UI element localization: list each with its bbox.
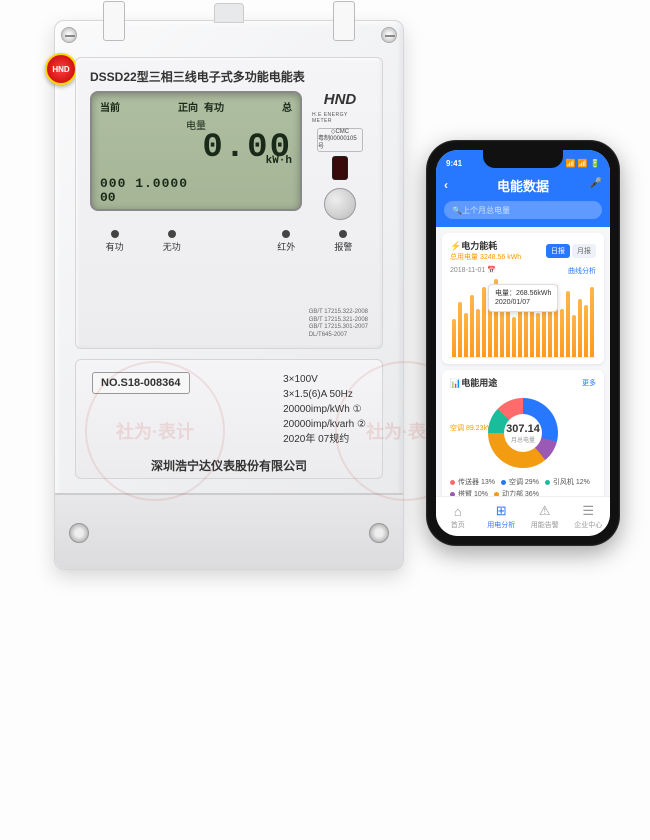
status-time: 9:41 [446, 159, 462, 168]
tooltip-value: 电量：268.56kWh [495, 289, 551, 298]
spec-plate: NO.S18-008364 3×100V3×1.5(6)A 50Hz20000i… [75, 359, 383, 479]
bar [476, 309, 480, 357]
led-indicator [204, 230, 253, 253]
screw-icon [381, 27, 397, 43]
lcd-register: 000 1.0000 [100, 176, 188, 191]
led-row: 有功无功 红外报警 [90, 230, 368, 253]
phone-mockup: 9:41 📶 📶 🔋 ‹ 电能数据 🎤 🔍 上个月总电量 ⚡电力能耗 总用 [426, 140, 620, 546]
bar [524, 307, 528, 357]
date-picker[interactable]: 2018-11-01 📅 [450, 266, 496, 276]
led-indicator: 无功 [147, 230, 196, 253]
tab-用能告警[interactable]: ⚠用能告警 [523, 497, 567, 536]
curve-analysis-link[interactable]: 曲线分析 [568, 266, 596, 276]
certification-badge: HND [45, 53, 77, 85]
card-title: ⚡电力能耗 [450, 241, 497, 251]
card-subtitle: 总用电量 3248.56 kWh [450, 252, 521, 262]
bar [590, 287, 594, 357]
donut-total-label: 月总电量 [511, 435, 535, 444]
lcd-unit: kW·h [266, 155, 292, 167]
legend-item: 空调 29% [501, 477, 539, 487]
pill-daily[interactable]: 日报 [546, 244, 570, 258]
chart-tooltip: 电量：268.56kWh 2020/01/07 [488, 284, 558, 312]
app-header: ‹ 电能数据 🎤 [436, 170, 610, 201]
bar [458, 302, 462, 357]
lcd-reading: 0.00 [100, 131, 292, 165]
bar [578, 299, 582, 357]
reflection-fade [0, 570, 650, 840]
tab-首页[interactable]: ⌂首页 [436, 497, 480, 536]
search-input[interactable]: 🔍 上个月总电量 [444, 201, 602, 219]
serial-number: NO.S18-008364 [92, 372, 190, 394]
period-pills: 日报 月报 [546, 244, 596, 258]
donut-chart[interactable]: 空调 89.23kWh 307.14 月总电量 [450, 393, 596, 473]
back-icon[interactable]: ‹ [444, 178, 448, 192]
hanger [214, 3, 244, 23]
seal-window-icon [103, 1, 125, 41]
lcd-register: 00 [100, 190, 116, 205]
lcd-label: 当前 [100, 99, 120, 115]
search-placeholder: 上个月总电量 [462, 205, 510, 216]
bolt-icon [369, 523, 389, 543]
bar [566, 291, 570, 357]
bar [452, 319, 456, 357]
bar [482, 287, 486, 357]
scroll-button[interactable] [324, 188, 356, 220]
led-indicator: 有功 [90, 230, 139, 253]
cert-box: ◇CMC 粤制00000105号 [317, 128, 363, 152]
led-indicator: 红外 [262, 230, 311, 253]
card-title: 📊电能用途 [450, 376, 497, 389]
lcd-label: 总 [282, 99, 292, 115]
bar [464, 313, 468, 357]
tab-用电分析[interactable]: ⊞用电分析 [480, 497, 524, 536]
bar [512, 317, 516, 357]
tab-企业中心[interactable]: ☰企业中心 [567, 497, 611, 536]
phone-screen: 9:41 📶 📶 🔋 ‹ 电能数据 🎤 🔍 上个月总电量 ⚡电力能耗 总用 [436, 150, 610, 536]
phone-notch-icon [483, 150, 563, 168]
tab-bar: ⌂首页⊞用电分析⚠用能告警☰企业中心 [436, 496, 610, 536]
bar [560, 309, 564, 357]
seal-window-icon [333, 1, 355, 41]
consumption-card: ⚡电力能耗 总用电量 3248.56 kWh 日报 月报 2018-11-01 … [442, 233, 604, 364]
infrared-window-icon [332, 156, 348, 180]
meter-face: DSSD22型三相三线电子式多功能电能表 当前 正向 有功 总 电量 0.00 … [75, 57, 383, 349]
product-stage: HND DSSD22型三相三线电子式多功能电能表 当前 正向 有功 总 电量 0… [0, 0, 650, 840]
meter-title: DSSD22型三相三线电子式多功能电能表 [90, 68, 368, 85]
bolt-icon [69, 523, 89, 543]
lcd-display: 当前 正向 有功 总 电量 0.00 kW·h 000 1.0000 00 [90, 91, 302, 211]
donut-total: 307.14 [506, 423, 540, 435]
bar [470, 295, 474, 357]
bar-chart[interactable]: 电量：268.56kWh 2020/01/07 [450, 280, 596, 358]
energy-meter: HND DSSD22型三相三线电子式多功能电能表 当前 正向 有功 总 电量 0… [54, 20, 404, 570]
brand-subtitle: H.E ENERGY METER [312, 112, 368, 124]
led-indicator: 报警 [319, 230, 368, 253]
lcd-label: 正向 有功 [178, 99, 224, 115]
search-icon: 🔍 [452, 206, 462, 215]
spec-list: 3×100V3×1.5(6)A 50Hz20000imp/kWh ①20000i… [283, 372, 366, 447]
bar [572, 315, 576, 357]
reflection-layer [0, 570, 650, 840]
search-area: 🔍 上个月总电量 [436, 201, 610, 227]
screw-icon [61, 27, 77, 43]
donut-center: 307.14 月总电量 [450, 393, 596, 473]
legend-item: 引风机 12% [545, 477, 590, 487]
tooltip-date: 2020/01/07 [495, 298, 551, 307]
pill-monthly[interactable]: 月报 [572, 244, 596, 258]
legend-item: 传送器 13% [450, 477, 495, 487]
bar [584, 305, 588, 357]
mic-icon[interactable]: 🎤 [590, 178, 602, 189]
side-panel: HND H.E ENERGY METER ◇CMC 粤制00000105号 [312, 91, 368, 220]
more-link[interactable]: 更多 [582, 378, 596, 388]
manufacturer: 深圳浩宁达仪表股份有限公司 [92, 457, 366, 474]
brand-logo: HND [324, 91, 357, 108]
bar [536, 313, 540, 357]
terminal-cover [55, 493, 403, 569]
bar [500, 311, 504, 357]
standards-list: GB/T 17215.322-2008GB/T 17215.321-2008GB… [309, 309, 368, 340]
usage-card: 📊电能用途 更多 空调 89.23kWh 307.14 月总电量 传送器 13%… [442, 370, 604, 505]
status-icons: 📶 📶 🔋 [566, 159, 600, 168]
cert-number: 粤制00000105号 [318, 136, 362, 150]
bar [488, 305, 492, 357]
header-title: 电能数据 [497, 179, 549, 194]
